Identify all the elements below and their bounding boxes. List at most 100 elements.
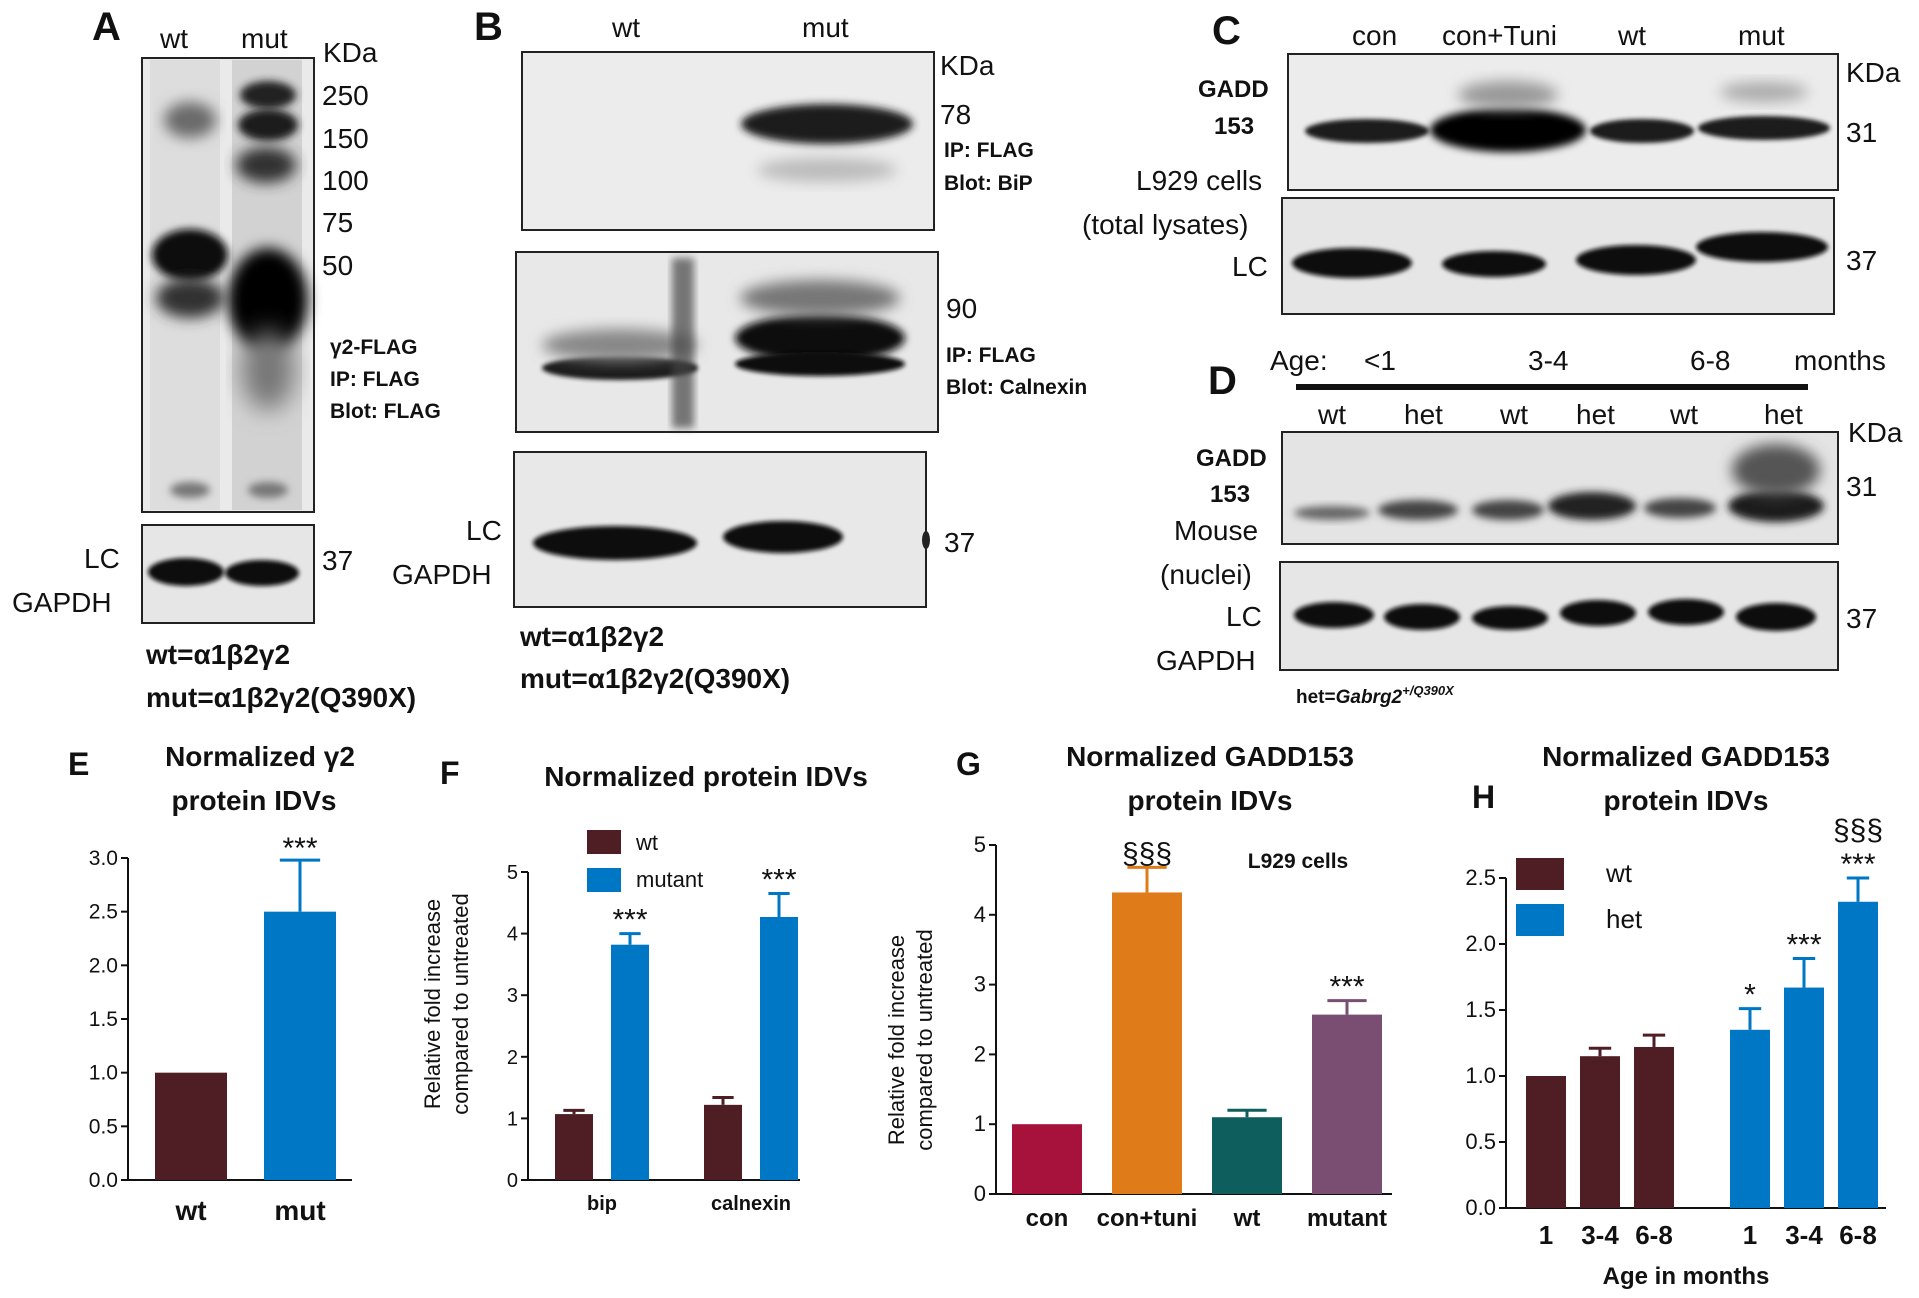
blot-label-line-1: γ2-FLAG: [330, 336, 418, 359]
chart-e-x-label: wt: [174, 1195, 206, 1226]
age-bar: [1296, 384, 1808, 390]
band-gadd-tuni: [1430, 108, 1586, 152]
chart-h-x-label: 6-8: [1635, 1220, 1673, 1250]
lane-label-3: wt: [1499, 399, 1528, 430]
chart-f-bar: [704, 1104, 742, 1180]
cell-label-2: (total lysates): [1082, 209, 1249, 240]
gadd-label-2: 153: [1210, 481, 1250, 508]
chart-g-bar: [1112, 892, 1182, 1194]
panel-f: F Normalized protein IDVs Relative fold …: [420, 755, 868, 1215]
chart-g-subtitle: L929 cells: [1248, 850, 1348, 873]
lane-label-wt: wt: [1617, 20, 1646, 51]
chart-g-y-tick-label: 3: [974, 972, 986, 997]
lc-label: LC: [466, 515, 502, 546]
cell-label-1: L929 cells: [1136, 165, 1262, 196]
age-3: 6-8: [1690, 345, 1730, 376]
chart-h-legend-swatch-het: [1516, 904, 1564, 936]
chart-g-y-tick-label: 5: [974, 832, 986, 857]
blot-flag-bands: [150, 60, 308, 510]
chart-h-annotation: *: [1744, 979, 1756, 1012]
kda-unit: KDa: [940, 50, 995, 81]
band-gapdh-mut: [225, 560, 299, 586]
panel-d: Age: <1 3-4 6-8 months D wt het wt het w…: [1156, 345, 1903, 708]
marker-100: 100: [322, 165, 369, 196]
chart-g-ylabel-2: compared to untreated: [912, 929, 937, 1150]
chart-g-annotation: §§§: [1122, 837, 1172, 870]
legend-mut: mut=α1β2γ2(Q390X): [520, 663, 790, 694]
chart-h-plot: 0.00.51.01.52.02.51 3-4 6-8 1*3-4***6-8***§…: [1465, 814, 1886, 1250]
chart-g-plot: 0 1 2 3 4 5 con con+tuni §§§ wt mutant ***: [974, 832, 1392, 1232]
chart-e-y-tick-label: 1.0: [89, 1062, 118, 1085]
marker-31: 31: [1846, 471, 1877, 502]
chart-f-title: Normalized protein IDVs: [544, 761, 868, 792]
kda-unit: KDa: [1846, 57, 1901, 88]
lane-label-mut: mut: [241, 23, 288, 54]
band-calnexin-wt: [542, 356, 698, 380]
kda-unit: KDa: [323, 37, 378, 68]
chart-g-ylabel-1: Relative fold increase: [884, 935, 909, 1145]
chart-h-y-tick-label: 0.0: [1465, 1195, 1496, 1220]
chart-g-x-label: con: [1026, 1205, 1069, 1232]
lane-label-con-tuni: con+Tuni: [1442, 20, 1557, 51]
panel-letter-e: E: [68, 746, 89, 782]
band-gadd-wt: [1590, 119, 1694, 143]
chart-f-y-tick-label: 2: [507, 1047, 518, 1069]
legend-mut: mut=α1β2γ2(Q390X): [146, 682, 416, 713]
chart-g-bar: [1312, 1014, 1382, 1194]
chart-f-ylabel-1: Relative fold increase: [420, 899, 445, 1109]
band-gadd-mut: [1698, 116, 1830, 140]
chart-f-legend-swatch-mutant: [587, 868, 621, 892]
chart-e-y-tick-label: 1.5: [89, 1008, 118, 1031]
chart-h-xlabel: Age in months: [1603, 1263, 1770, 1290]
bip-label-1: IP: FLAG: [944, 139, 1034, 162]
chart-h-legend-swatch-wt: [1516, 858, 1564, 890]
panel-letter-f: F: [440, 755, 460, 791]
chart-e-title-2: protein IDVs: [172, 785, 337, 816]
blot-label-line-3: Blot: FLAG: [330, 400, 441, 423]
calnexin-label-1: IP: FLAG: [946, 344, 1036, 367]
panel-letter-d: D: [1208, 359, 1237, 403]
chart-h-y-tick-label: 1.0: [1465, 1063, 1496, 1088]
chart-h-annotation: §§§: [1833, 814, 1883, 847]
chart-e-title-1: Normalized γ2: [165, 741, 355, 772]
lane-label-con: con: [1352, 20, 1397, 51]
panel-a: A wt mut KDa 250 150 100 75 50 γ2-FLAG I…: [12, 5, 441, 713]
chart-e-plot: 0.0 0.5 1.0 1.5 2.0 2.5 3.0 wt mut ***: [89, 832, 352, 1226]
age-2: 3-4: [1528, 345, 1568, 376]
sample-label-1: Mouse: [1174, 515, 1258, 546]
band-gapdh-mut: [723, 521, 843, 553]
legend-wt: wt=α1β2γ2: [145, 639, 290, 670]
chart-f-x-label: bip: [587, 1193, 617, 1215]
panel-letter-b: B: [474, 5, 503, 49]
band-gapdh-wt: [148, 558, 224, 586]
gadd-label-1: GADD: [1196, 445, 1267, 472]
chart-h-annotation: ***: [1840, 848, 1875, 881]
band-gadd-con: [1305, 119, 1429, 143]
kda-unit: KDa: [1848, 417, 1903, 448]
chart-h-x-label: 1: [1539, 1220, 1553, 1250]
lane-label-wt: wt: [611, 12, 640, 43]
sample-label-2: (nuclei): [1160, 559, 1252, 590]
chart-g-x-label: mutant: [1307, 1205, 1387, 1232]
lane-label-6: het: [1764, 399, 1803, 430]
panel-letter-g: G: [956, 746, 981, 782]
chart-e-y-tick-label: 0.5: [89, 1115, 118, 1138]
band-bip-mut: [741, 104, 913, 144]
chart-h-bar: [1838, 901, 1878, 1208]
marker-75: 75: [322, 207, 353, 238]
chart-f-y-tick-label: 1: [507, 1108, 518, 1130]
chart-h-x-label: 1: [1743, 1220, 1757, 1250]
blot-label-line-2: IP: FLAG: [330, 368, 420, 391]
chart-f-y-tick-label: 4: [507, 924, 518, 946]
panel-g: G Normalized GADD153 protein IDVs L929 c…: [884, 741, 1392, 1232]
marker-78: 78: [940, 99, 971, 130]
chart-f-legend-swatch-wt: [587, 830, 621, 854]
marker-250: 250: [322, 80, 369, 111]
chart-f-legend-label-mutant: mutant: [636, 867, 703, 892]
marker-37: 37: [1846, 603, 1877, 634]
panel-e: E Normalized γ2 protein IDVs 0.0 0.5 1.0 1.…: [68, 741, 355, 1226]
chart-f-y-tick-label: 3: [507, 985, 518, 1007]
chart-g-title-2: protein IDVs: [1128, 785, 1293, 816]
lane-label-mut: mut: [1738, 20, 1785, 51]
